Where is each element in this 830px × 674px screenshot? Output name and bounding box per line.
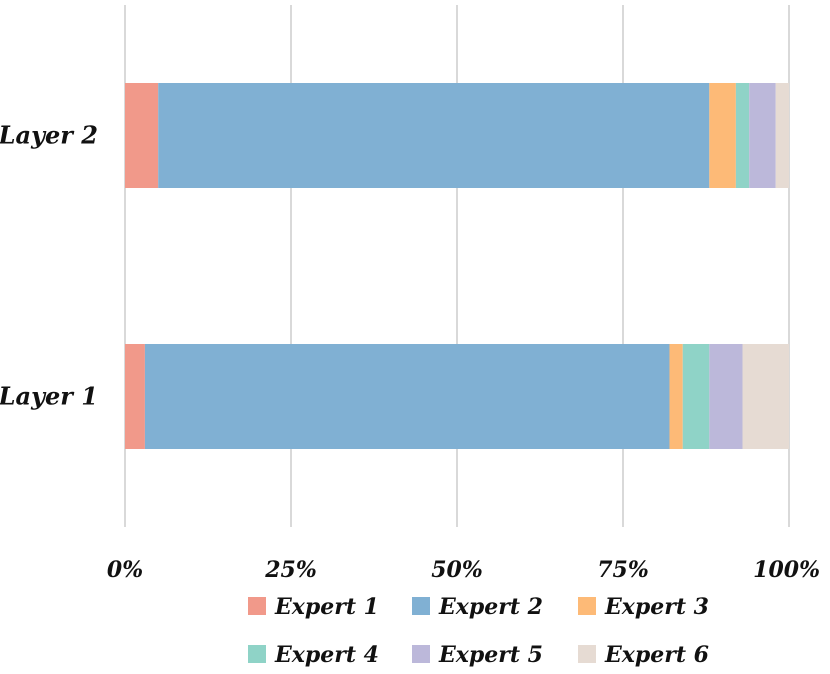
legend-item-expert-4: Expert 4: [248, 642, 379, 668]
bar-segment-layer-1-expert-3: [669, 344, 683, 449]
x-tick-label: 75%: [597, 557, 649, 583]
legend-item-expert-3: Expert 3: [578, 594, 709, 620]
legend-item-expert-2: Expert 2: [412, 594, 543, 620]
legend-swatch: [412, 645, 430, 663]
category-label: Layer 2: [0, 121, 98, 150]
legend-label: Expert 4: [274, 642, 379, 668]
bar-segment-layer-2-expert-5: [749, 83, 776, 188]
bar-segment-layer-1-expert-2: [144, 344, 670, 449]
legend-label: Expert 1: [274, 594, 379, 620]
category-label: Layer 1: [0, 382, 98, 411]
bar-segment-layer-2-expert-2: [158, 83, 710, 188]
legend-item-expert-5: Expert 5: [412, 642, 543, 668]
bars: [125, 83, 789, 449]
legend-swatch: [412, 597, 430, 615]
x-tick-label: 0%: [107, 557, 143, 583]
legend-item-expert-6: Expert 6: [578, 642, 709, 668]
bar-segment-layer-1-expert-6: [742, 344, 789, 449]
x-tick-label: 100%: [753, 557, 820, 583]
bar-segment-layer-2-expert-6: [775, 83, 789, 188]
legend-label: Expert 5: [438, 642, 543, 668]
legend-swatch: [578, 645, 596, 663]
legend-swatch: [248, 645, 266, 663]
bar-segment-layer-2-expert-4: [735, 83, 750, 188]
x-tick-labels: 0% 25% 50% 75% 100%: [107, 557, 820, 583]
legend-label: Expert 3: [604, 594, 709, 620]
legend-swatch: [578, 597, 596, 615]
legend-item-expert-1: Expert 1: [248, 594, 379, 620]
category-labels: Layer 2 Layer 1: [0, 121, 98, 411]
legend-label: Expert 2: [438, 594, 543, 620]
bar-segment-layer-1-expert-4: [682, 344, 710, 449]
legend-label: Expert 6: [604, 642, 709, 668]
legend: Expert 1 Expert 2 Expert 3 Expert 4 Expert 5…: [248, 594, 709, 668]
bar-segment-layer-1-expert-5: [709, 344, 743, 449]
bar-segment-layer-2-expert-3: [709, 83, 736, 188]
legend-swatch: [248, 597, 266, 615]
x-tick-label: 50%: [431, 557, 483, 583]
bar-segment-layer-2-expert-1: [125, 83, 159, 188]
x-tick-label: 25%: [264, 557, 317, 583]
bar-segment-layer-1-expert-1: [125, 344, 145, 449]
